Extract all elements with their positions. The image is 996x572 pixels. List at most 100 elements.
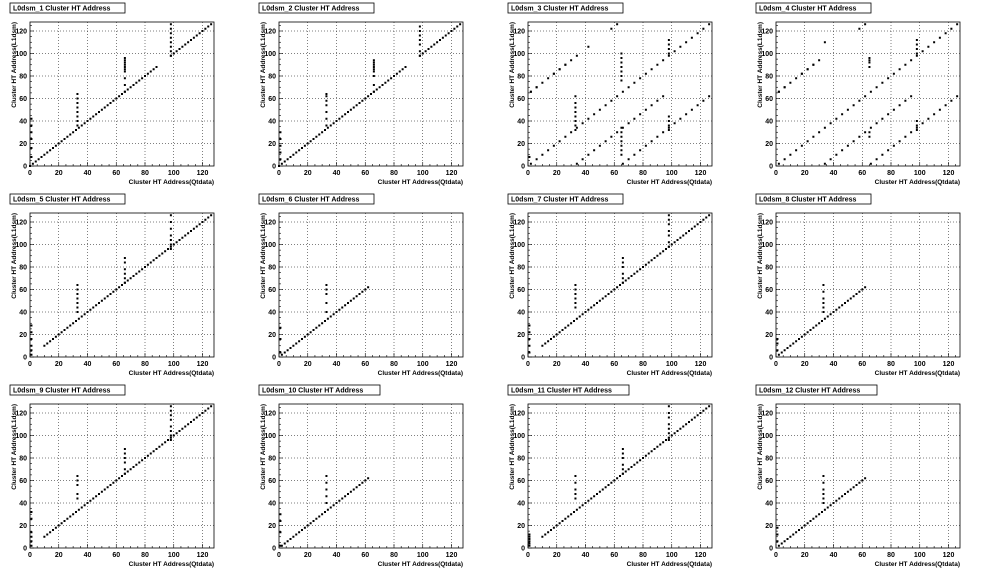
plot-frame — [775, 212, 961, 358]
data-point — [826, 506, 829, 509]
x-tick-label: 100 — [417, 170, 429, 177]
data-point — [915, 52, 918, 55]
data-point — [89, 308, 92, 311]
data-point — [610, 135, 613, 138]
data-point — [367, 95, 370, 98]
data-point — [210, 405, 213, 408]
data-point — [650, 450, 653, 453]
data-point — [541, 153, 544, 156]
chart-title-box — [258, 193, 375, 205]
data-point — [121, 475, 123, 477]
scatter-points — [528, 23, 711, 165]
x-tick-label: 0 — [28, 170, 32, 177]
data-point — [869, 90, 872, 93]
data-point — [667, 245, 670, 248]
scatter-points — [776, 475, 867, 547]
x-tick-label: 60 — [361, 170, 369, 177]
data-point — [204, 218, 207, 221]
data-point — [364, 479, 367, 482]
data-point — [835, 117, 838, 120]
data-point — [528, 331, 531, 334]
data-point — [798, 529, 800, 531]
data-point — [662, 250, 665, 253]
data-point — [384, 81, 387, 84]
data-point — [372, 59, 375, 62]
data-point — [927, 45, 930, 48]
data-point — [915, 39, 918, 41]
y-tick-label: 120 — [15, 29, 27, 36]
data-point — [169, 418, 172, 421]
data-point — [644, 144, 647, 147]
data-point — [335, 311, 338, 313]
x-tick-label: 0 — [277, 361, 281, 368]
data-point — [123, 472, 126, 475]
y-axis-label: Cluster HT Address(L1dsm) — [757, 22, 764, 108]
x-tick-label: 20 — [304, 361, 312, 368]
data-point — [596, 302, 598, 304]
data-point — [30, 131, 33, 134]
data-point — [574, 481, 577, 484]
data-point — [123, 461, 126, 464]
data-point — [309, 522, 312, 525]
y-tick-label: 80 — [517, 265, 525, 272]
y-tick-label: 100 — [15, 242, 27, 249]
data-point — [705, 216, 708, 219]
y-tick-label: 60 — [517, 96, 525, 103]
data-point — [421, 52, 424, 55]
data-point — [795, 149, 798, 152]
chart-panel-11: L0dsm_11 Cluster HT Address 0 20 40 60 80 100 1… — [507, 384, 713, 568]
data-point — [950, 99, 953, 102]
data-point — [169, 45, 172, 48]
data-point — [915, 124, 918, 127]
y-tick-label: 0 — [23, 164, 27, 171]
data-point — [653, 257, 656, 259]
y-tick-label: 60 — [765, 478, 773, 485]
data-point — [430, 45, 433, 48]
data-point — [69, 324, 72, 327]
data-point — [818, 131, 821, 134]
data-point — [620, 61, 623, 64]
x-tick-label: 120 — [446, 552, 458, 559]
y-tick-label: 0 — [23, 546, 27, 553]
data-point — [685, 423, 688, 426]
y-tick-label: 60 — [765, 96, 773, 103]
data-point — [306, 524, 309, 527]
x-tick-label: 100 — [666, 361, 678, 368]
y-tick-label: 20 — [765, 523, 773, 530]
data-point — [621, 472, 624, 475]
data-point — [598, 490, 601, 493]
data-point — [66, 326, 69, 329]
data-point — [844, 493, 846, 495]
y-tick-label: 120 — [15, 220, 27, 227]
data-point — [544, 533, 547, 536]
data-point — [115, 479, 118, 482]
data-point — [118, 286, 121, 289]
data-point — [861, 479, 864, 482]
data-point — [574, 120, 577, 122]
x-tick-label: 40 — [830, 170, 838, 177]
data-point — [325, 302, 328, 304]
data-point — [667, 416, 670, 419]
data-point — [558, 68, 561, 71]
x-tick-label: 120 — [446, 170, 458, 177]
data-point — [822, 493, 825, 495]
data-point — [702, 99, 705, 102]
data-point — [364, 97, 367, 100]
y-tick-label: 40 — [268, 119, 276, 126]
data-point — [868, 66, 871, 68]
y-tick-label: 100 — [761, 242, 773, 249]
data-point — [325, 288, 328, 291]
data-point — [800, 335, 803, 338]
data-point — [169, 27, 172, 30]
data-point — [372, 84, 375, 86]
data-point — [789, 81, 792, 84]
y-tick-label: 40 — [517, 119, 525, 126]
data-point — [309, 331, 312, 334]
data-point — [849, 297, 852, 300]
data-point — [103, 488, 106, 491]
data-point — [30, 353, 33, 356]
x-tick-label: 60 — [610, 361, 618, 368]
data-point — [149, 261, 152, 264]
data-point — [167, 248, 169, 250]
data-point — [30, 117, 33, 120]
